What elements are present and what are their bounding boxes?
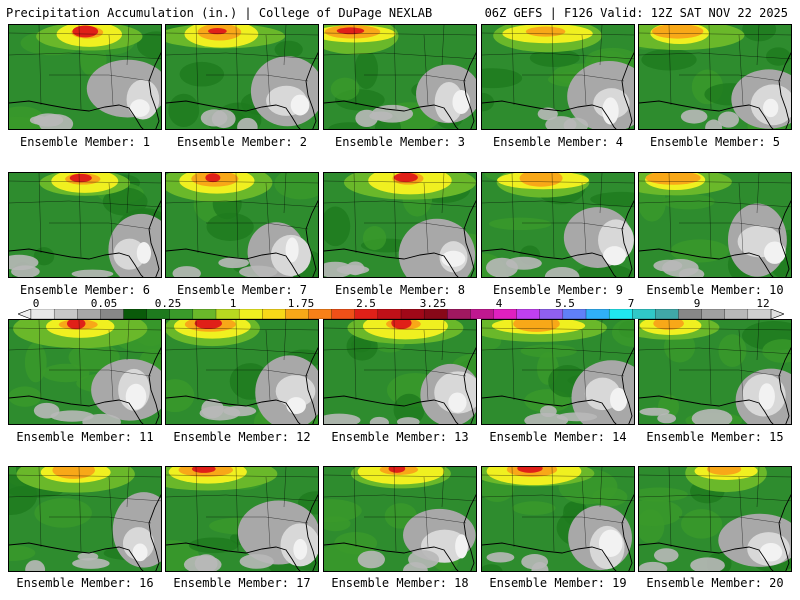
- ensemble-member-label: Ensemble Member: 1: [19, 135, 151, 149]
- ensemble-member-map: [638, 24, 792, 130]
- ensemble-member-map: [481, 172, 635, 278]
- colorbar-segment: [632, 309, 656, 319]
- colorbar-segment: [562, 309, 587, 319]
- colorbar-segment: [447, 309, 471, 319]
- valid-time-title: 06Z GEFS | F126 Valid: 12Z SAT NOV 22 20…: [484, 6, 788, 20]
- colorbar-tick-label: 4: [495, 297, 503, 310]
- ensemble-member-map: [638, 319, 792, 425]
- colorbar-segment: [285, 309, 309, 319]
- colorbar-tick-label: 1: [229, 297, 237, 310]
- ensemble-member-map: [638, 466, 792, 572]
- ensemble-member-map: [8, 319, 162, 425]
- colorbar-tick-label: 0.25: [154, 297, 182, 310]
- ensemble-member-label: Ensemble Member: 18: [331, 576, 469, 590]
- ensemble-member-label: Ensemble Member: 10: [646, 283, 784, 297]
- ensemble-member-map: [323, 172, 477, 278]
- ensemble-member-label: Ensemble Member: 14: [489, 430, 627, 444]
- ensemble-member-label: Ensemble Member: 15: [646, 430, 784, 444]
- colorbar-segment: [423, 309, 448, 319]
- colorbar-tick-label: 2.5: [356, 297, 376, 310]
- colorbar-segment: [377, 309, 402, 319]
- colorbar-segment: [100, 309, 124, 319]
- ensemble-member-label: Ensemble Member: 9: [492, 283, 624, 297]
- ensemble-member-label: Ensemble Member: 13: [331, 430, 469, 444]
- colorbar-segment: [238, 309, 263, 319]
- colorbar-segment: [539, 309, 564, 319]
- colorbar-segment: [493, 309, 518, 319]
- colorbar-segment: [215, 309, 240, 319]
- ensemble-member-map: [165, 172, 319, 278]
- ensemble-member-map: [8, 24, 162, 130]
- colorbar-tick-label: 0: [32, 297, 40, 310]
- ensemble-member-label: Ensemble Member: 16: [16, 576, 154, 590]
- ensemble-member-label: Ensemble Member: 2: [176, 135, 308, 149]
- ensemble-member-map: [323, 466, 477, 572]
- ensemble-member-label: Ensemble Member: 8: [334, 283, 466, 297]
- colorbar-tick-label: 1.75: [287, 297, 315, 310]
- colorbar-left-arrow: [18, 309, 32, 319]
- colorbar-segment: [77, 309, 101, 319]
- colorbar-segment: [30, 309, 55, 319]
- ensemble-member-label: Ensemble Member: 20: [646, 576, 784, 590]
- colorbar-segment: [585, 309, 610, 319]
- colorbar-tick-label: 5.5: [555, 297, 575, 310]
- precip-colorbar: [18, 309, 784, 319]
- ensemble-member-label: Ensemble Member: 11: [16, 430, 154, 444]
- colorbar-segment: [608, 309, 633, 319]
- ensemble-member-label: Ensemble Member: 3: [334, 135, 466, 149]
- colorbar-tick-label: 0.05: [90, 297, 118, 310]
- ensemble-member-label: Ensemble Member: 12: [173, 430, 311, 444]
- ensemble-member-map: [481, 24, 635, 130]
- ensemble-member-label: Ensemble Member: 6: [19, 283, 151, 297]
- colorbar-tick-label: 3.25: [419, 297, 447, 310]
- ensemble-member-label: Ensemble Member: 19: [489, 576, 627, 590]
- ensemble-member-label: Ensemble Member: 4: [492, 135, 624, 149]
- colorbar-segment: [516, 309, 541, 319]
- colorbar-segment: [331, 309, 356, 319]
- ensemble-member-map: [481, 319, 635, 425]
- colorbar-segment: [169, 309, 194, 319]
- ensemble-member-label: Ensemble Member: 5: [649, 135, 781, 149]
- colorbar-segment: [400, 309, 425, 319]
- colorbar-tick-label: 9: [693, 297, 701, 310]
- ensemble-member-map: [8, 172, 162, 278]
- ensemble-member-map: [8, 466, 162, 572]
- ensemble-member-map: [323, 24, 477, 130]
- ensemble-member-map: [165, 24, 319, 130]
- ensemble-member-map: [165, 466, 319, 572]
- colorbar-segment: [308, 309, 333, 319]
- ensemble-member-map: [323, 319, 477, 425]
- colorbar-segment: [146, 309, 171, 319]
- ensemble-member-map: [481, 466, 635, 572]
- colorbar-segment: [655, 309, 679, 319]
- colorbar-right-arrow: [770, 309, 784, 319]
- colorbar-segment: [747, 309, 772, 319]
- ensemble-member-map: [165, 319, 319, 425]
- product-title: Precipitation Accumulation (in.) | Colle…: [6, 6, 433, 20]
- ensemble-member-map: [638, 172, 792, 278]
- colorbar-segment: [262, 309, 286, 319]
- colorbar-segment: [701, 309, 726, 319]
- colorbar-segment: [678, 309, 703, 319]
- colorbar-segment: [53, 309, 78, 319]
- ensemble-member-label: Ensemble Member: 7: [176, 283, 308, 297]
- colorbar-tick-label: 12: [756, 297, 770, 310]
- colorbar-segment: [192, 309, 217, 319]
- colorbar-tick-label: 7: [627, 297, 635, 310]
- ensemble-member-label: Ensemble Member: 17: [173, 576, 311, 590]
- colorbar-segment: [123, 309, 148, 319]
- colorbar-segment: [470, 309, 494, 319]
- colorbar-segment: [724, 309, 749, 319]
- colorbar-segment: [354, 309, 379, 319]
